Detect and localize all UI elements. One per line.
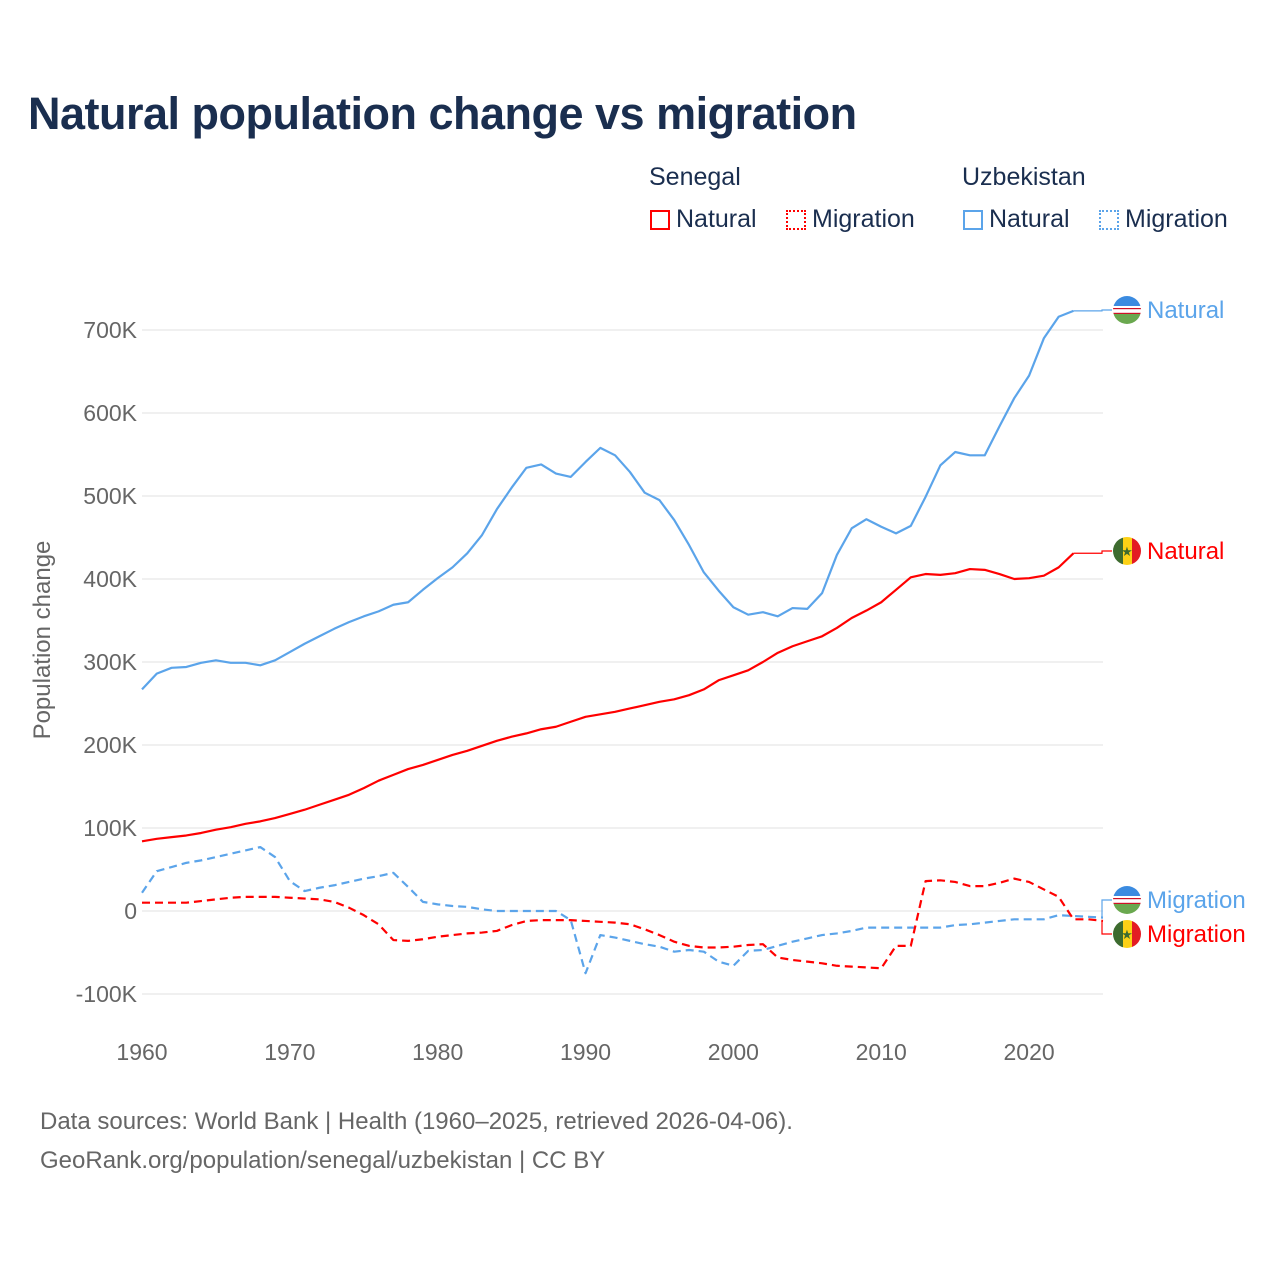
series-uzbekistan-migration <box>141 845 1104 975</box>
x-tick-label: 1980 <box>412 1039 463 1065</box>
flag-stripe <box>1113 896 1141 904</box>
flag-stripe <box>1132 537 1141 565</box>
end-label: Migration <box>1147 887 1246 914</box>
y-tick-label: 200K <box>83 732 137 758</box>
series-line <box>141 552 1075 843</box>
chart-title: Natural population change vs migration <box>28 88 857 139</box>
flag-stripe <box>1113 902 1141 904</box>
y-axis-label: Population change <box>29 541 56 740</box>
label-connector <box>1073 550 1112 554</box>
flag-stripe <box>1113 314 1141 324</box>
legend-swatch-solid <box>650 209 670 230</box>
flag-stripe <box>1123 920 1132 948</box>
legend-label: Migration <box>812 205 915 233</box>
x-tick-label: 2000 <box>708 1039 759 1065</box>
y-tick-label: 300K <box>83 649 137 675</box>
legend-swatch-dotted <box>786 209 806 230</box>
series-line <box>141 309 1074 691</box>
series-uzbekistan-natural <box>141 309 1074 691</box>
series-line <box>142 877 1104 970</box>
legend-label: Natural <box>989 205 1070 233</box>
flag-stripe <box>1113 312 1141 314</box>
end-label: Natural <box>1147 538 1224 565</box>
end-label: Migration <box>1147 921 1246 948</box>
series-line <box>141 845 1104 975</box>
x-tick-label: 2010 <box>856 1039 907 1065</box>
legend-label: Migration <box>1125 205 1228 233</box>
flag-stripe <box>1113 904 1141 914</box>
x-tick-label: 1960 <box>116 1039 167 1065</box>
flag-clip: ★ <box>1113 537 1141 565</box>
x-tick-label: 1970 <box>264 1039 315 1065</box>
y-tick-label: 100K <box>83 815 137 841</box>
uzbekistan-flag-icon <box>1113 886 1141 914</box>
flag-clip <box>1113 296 1141 324</box>
x-tick-label: 2020 <box>1003 1039 1054 1065</box>
legend-senegal-natural[interactable]: Natural <box>650 205 757 234</box>
flag-stripe <box>1113 898 1141 900</box>
series-senegal-natural <box>141 552 1075 843</box>
flag-stripe <box>1123 537 1132 565</box>
flag-stripe <box>1113 306 1141 314</box>
y-tick-label: 500K <box>83 483 137 509</box>
legend-swatch-dotted <box>1099 209 1119 230</box>
footer-link[interactable]: GeoRank.org/population/senegal/uzbekista… <box>40 1147 606 1174</box>
y-tick-label: 700K <box>83 317 137 343</box>
y-tick-label: 400K <box>83 566 137 592</box>
label-connector <box>1101 899 1112 919</box>
star-icon: ★ <box>1121 927 1133 942</box>
legend-swatch-solid <box>963 209 983 230</box>
star-icon: ★ <box>1121 544 1133 559</box>
legend-label: Natural <box>676 205 757 233</box>
x-tick-label: 1990 <box>560 1039 611 1065</box>
footer-sources: Data sources: World Bank | Health (1960–… <box>40 1108 793 1135</box>
flag-clip <box>1113 886 1141 914</box>
label-connector <box>1073 309 1112 312</box>
legend-uzbekistan-natural[interactable]: Natural <box>963 205 1070 234</box>
flag-clip: ★ <box>1113 920 1141 948</box>
legend-group-uzbekistan: Uzbekistan <box>962 163 1086 191</box>
flag-stripe <box>1132 920 1141 948</box>
uzbekistan-flag-icon <box>1113 296 1141 324</box>
legend-senegal-migration[interactable]: Migration <box>786 205 915 234</box>
end-label: Natural <box>1147 297 1224 324</box>
flag-stripe <box>1113 886 1141 896</box>
y-tick-label: 0 <box>124 898 137 924</box>
legend-group-senegal: Senegal <box>649 163 741 191</box>
legend-uzbekistan-migration[interactable]: Migration <box>1099 205 1228 234</box>
flag-stripe <box>1113 537 1123 565</box>
flag-stripe <box>1113 296 1141 306</box>
senegal-flag-icon: ★ <box>1113 537 1141 565</box>
label-connector <box>1101 920 1112 935</box>
y-tick-label: -100K <box>76 981 138 1007</box>
senegal-flag-icon: ★ <box>1113 920 1141 948</box>
series-senegal-migration <box>141 877 1104 970</box>
flag-stripe <box>1113 920 1123 948</box>
y-tick-label: 600K <box>83 400 137 426</box>
flag-stripe <box>1113 308 1141 310</box>
